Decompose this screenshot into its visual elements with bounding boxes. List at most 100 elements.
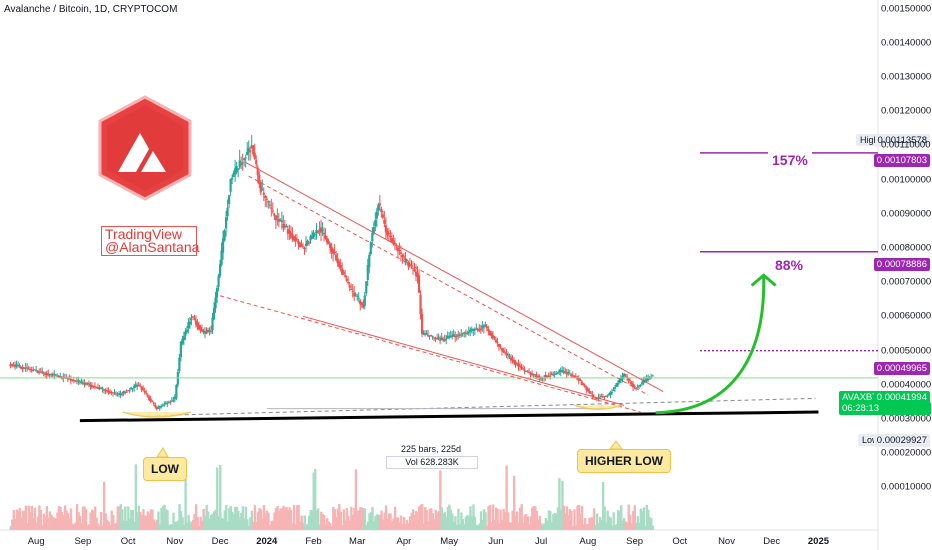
volume-bar xyxy=(127,506,130,530)
candle-body xyxy=(35,370,38,372)
candle-body xyxy=(463,332,466,334)
volume-bar xyxy=(366,521,370,530)
candle-body xyxy=(502,350,505,353)
volume-bar xyxy=(321,514,324,530)
volume-bar xyxy=(232,514,236,530)
candle-body xyxy=(472,328,475,331)
candle-body xyxy=(143,390,146,393)
volume-bar xyxy=(291,523,294,530)
x-tick-label: Oct xyxy=(120,536,136,547)
candle-body xyxy=(202,331,205,333)
volume-bar xyxy=(74,522,77,530)
candle-body xyxy=(155,406,158,410)
candle-body xyxy=(107,390,110,392)
volume-bar xyxy=(497,523,501,530)
volume-bar xyxy=(561,480,564,530)
volume-bar xyxy=(393,506,397,530)
candle-body xyxy=(523,369,526,371)
candle-body xyxy=(137,385,140,387)
candle-body xyxy=(57,376,60,378)
candle-body xyxy=(298,242,302,248)
volume-bar xyxy=(375,514,379,530)
candle-body xyxy=(285,225,288,228)
volume-bar xyxy=(48,511,52,530)
volume-bar xyxy=(479,511,483,530)
volume-bar xyxy=(635,522,638,530)
volume-bar xyxy=(185,522,189,530)
volume-bar xyxy=(24,505,28,530)
volume-bar xyxy=(509,522,513,530)
candle-body xyxy=(276,216,279,218)
candle-body xyxy=(417,275,421,293)
candle-body xyxy=(20,366,23,369)
volume-bar xyxy=(253,505,257,530)
candle-body xyxy=(550,373,553,375)
candle-body xyxy=(401,254,404,258)
volume-bar xyxy=(161,505,165,530)
candle-body xyxy=(420,314,424,335)
watermark-box: TradingView @AlanSantana xyxy=(101,226,199,256)
volume-bar xyxy=(620,505,623,530)
candle-body xyxy=(45,373,48,376)
candle-body xyxy=(630,382,633,385)
candle-body xyxy=(631,384,635,388)
candle-body xyxy=(303,247,306,249)
candle-body xyxy=(274,215,277,221)
x-tick-label: Mar xyxy=(349,536,366,547)
candle-body xyxy=(407,262,410,267)
volume-bar xyxy=(301,522,305,530)
volume-bar xyxy=(115,523,118,530)
volume-bar xyxy=(119,504,122,530)
target-157-label: 157% xyxy=(768,152,812,168)
candle-body xyxy=(119,393,122,395)
candle-body xyxy=(514,361,517,365)
candle-body xyxy=(410,265,413,267)
candle-body xyxy=(193,318,196,321)
candle-body xyxy=(59,376,62,378)
volume-bar xyxy=(341,525,344,530)
candle-body xyxy=(360,302,363,305)
volume-bar xyxy=(484,512,487,530)
volume-bar xyxy=(166,510,169,530)
volume-bar xyxy=(398,522,401,530)
volume-bar xyxy=(276,506,279,530)
volume-bar xyxy=(401,523,404,530)
candle-body xyxy=(224,217,228,229)
candle-body xyxy=(319,227,323,233)
candle-body xyxy=(648,378,651,380)
volume-bar xyxy=(476,525,480,530)
candle-body xyxy=(452,334,455,337)
candle-body xyxy=(173,397,176,400)
candle-body xyxy=(142,388,145,390)
volume-bar xyxy=(217,516,220,530)
volume-bar xyxy=(20,517,23,530)
volume-bar xyxy=(202,508,205,530)
candle-body xyxy=(577,377,580,381)
volume-bar xyxy=(23,510,26,530)
volume-bar xyxy=(18,508,21,530)
candle-body xyxy=(610,391,614,393)
candle-body xyxy=(565,372,568,375)
candle-body xyxy=(457,334,460,336)
volume-bar xyxy=(188,521,192,530)
candle-body xyxy=(470,328,473,332)
candle-body xyxy=(208,330,211,332)
candle-body xyxy=(231,177,234,180)
volume-bar xyxy=(158,524,162,530)
volume-bar xyxy=(280,508,284,530)
candle-body xyxy=(190,318,193,321)
symbol-title[interactable]: Avalanche / Bitcoin, 1D, CRYPTOCOM xyxy=(4,4,178,15)
volume-bar xyxy=(286,510,290,530)
candle-body xyxy=(433,337,436,339)
volume-bar xyxy=(270,521,273,530)
volume-bar xyxy=(197,525,201,530)
volume-bar xyxy=(93,506,97,530)
volume-bar xyxy=(458,524,462,530)
volume-bar xyxy=(157,511,160,530)
volume-bar xyxy=(203,516,207,530)
volume-bar xyxy=(282,505,285,530)
volume-bar xyxy=(522,523,525,530)
candle-body xyxy=(509,357,513,361)
candle-body xyxy=(524,370,528,372)
